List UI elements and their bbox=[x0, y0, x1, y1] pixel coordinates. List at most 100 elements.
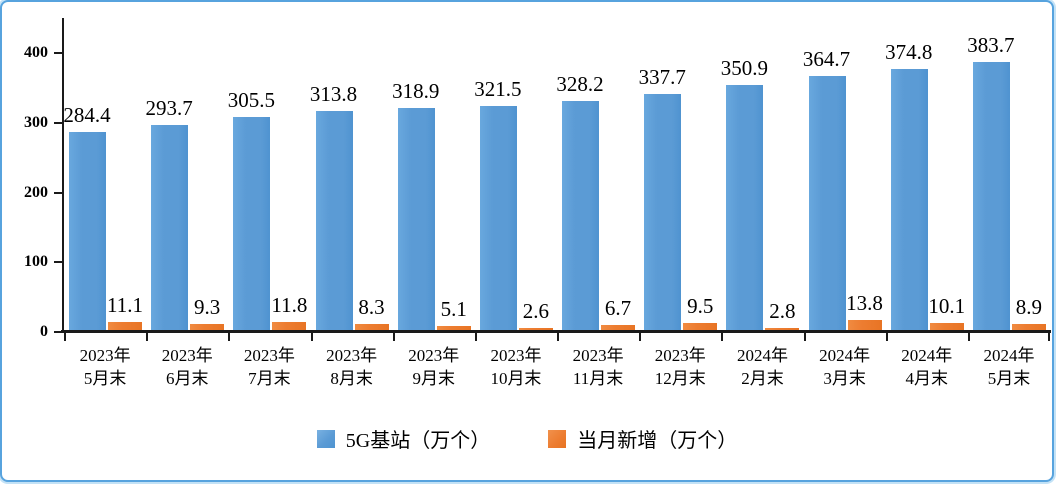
x-tick-mark bbox=[228, 332, 231, 341]
x-axis-label-month: 5月末 bbox=[987, 369, 1031, 388]
bar-5g-stations bbox=[562, 101, 600, 330]
x-axis-label-month: 4月末 bbox=[905, 369, 949, 388]
bar-value-label-5g: 364.7 bbox=[802, 46, 851, 71]
x-tick-mark bbox=[1048, 332, 1050, 341]
bar-group: 313.8 8.3 bbox=[309, 2, 393, 330]
y-tick-mark bbox=[54, 121, 62, 124]
y-tick-label: 400 bbox=[24, 44, 48, 61]
x-axis-label-year: 2023年 bbox=[490, 346, 542, 365]
y-tick-label: 200 bbox=[24, 183, 48, 201]
bar-group: 305.5 11.8 bbox=[228, 2, 310, 330]
y-tick-mark bbox=[54, 261, 62, 264]
bar-5g-stations bbox=[233, 116, 271, 330]
x-tick-mark bbox=[474, 332, 477, 341]
x-tick-mark bbox=[392, 332, 395, 341]
bar-value-label-new: 8.3 bbox=[358, 295, 385, 320]
x-axis-label: 2024年 5月末 bbox=[968, 344, 1050, 390]
bar-group: 321.5 2.6 bbox=[474, 2, 557, 330]
legend-swatch-blue-icon bbox=[316, 429, 335, 448]
bar-monthly-new bbox=[765, 328, 800, 330]
y-tick-mark bbox=[54, 52, 62, 54]
bar-value-label-new: 9.3 bbox=[194, 294, 221, 319]
x-tick-mark bbox=[803, 332, 806, 341]
bar-monthly-new bbox=[108, 322, 142, 330]
bar-5g-stations bbox=[972, 62, 1010, 330]
bar-value-label-new: 13.8 bbox=[846, 291, 883, 316]
legend-swatch-orange-icon bbox=[548, 429, 567, 448]
bar-value-label-5g: 305.5 bbox=[227, 87, 275, 112]
bar-group: 328.2 6.7 bbox=[556, 2, 639, 330]
bar-monthly-new bbox=[601, 325, 636, 330]
bar-value-label-5g: 383.7 bbox=[967, 33, 1015, 58]
bar-monthly-new bbox=[272, 321, 307, 330]
bar-5g-stations bbox=[479, 105, 517, 330]
bar-5g-stations bbox=[808, 75, 846, 330]
x-axis-label: 2023年 7月末 bbox=[228, 344, 310, 390]
x-axis-label: 2023年 12月末 bbox=[639, 344, 721, 390]
bar-value-label-5g: 374.8 bbox=[885, 39, 933, 64]
x-axis-label-year: 2023年 bbox=[326, 346, 378, 365]
x-axis-label: 2023年 9月末 bbox=[393, 344, 475, 390]
x-axis-label-year: 2024年 bbox=[901, 346, 953, 365]
x-axis-label-month: 6月末 bbox=[166, 369, 209, 388]
x-tick-mark bbox=[146, 332, 149, 341]
bar-value-label-5g: 313.8 bbox=[309, 82, 358, 107]
bar-value-label-5g: 321.5 bbox=[474, 76, 522, 101]
x-axis-label-year: 2023年 bbox=[79, 346, 131, 365]
bar-value-label-new: 5.1 bbox=[440, 297, 467, 322]
x-axis-label: 2023年 10月末 bbox=[475, 344, 557, 390]
bar-group: 364.7 13.8 bbox=[802, 2, 886, 330]
x-axis-label-month: 2月末 bbox=[741, 369, 784, 388]
y-tick-label: 100 bbox=[24, 253, 48, 271]
bar-5g-stations bbox=[315, 111, 353, 330]
bar-5g-stations bbox=[69, 131, 106, 330]
legend-label-5g-stations: 5G基站（万个） bbox=[345, 430, 491, 452]
bar-5g-stations bbox=[151, 125, 189, 330]
plot-area: 0 100 200 300 400 284.4 11.1 293.7 9.3 305.5 11.8… bbox=[2, 2, 1052, 480]
bar-value-label-new: 2.8 bbox=[769, 299, 796, 324]
bar-value-label-new: 8.9 bbox=[1015, 294, 1043, 319]
x-axis-label-month: 12月末 bbox=[654, 369, 706, 388]
bar-group: 337.7 9.5 bbox=[639, 2, 721, 330]
x-tick-mark bbox=[639, 332, 642, 341]
x-axis-label-month: 8月末 bbox=[330, 369, 373, 388]
bar-group: 284.4 11.1 bbox=[63, 2, 146, 330]
x-axis-ticks bbox=[64, 332, 1050, 342]
x-axis-label-month: 9月末 bbox=[412, 369, 456, 388]
legend: 5G基站（万个） 当月新增（万个） bbox=[2, 424, 1052, 453]
bar-group: 374.8 10.1 bbox=[885, 2, 968, 330]
bar-5g-stations bbox=[890, 68, 928, 330]
bar-value-label-5g: 350.9 bbox=[720, 56, 768, 81]
bar-monthly-new bbox=[683, 323, 718, 330]
x-axis-label: 2024年 4月末 bbox=[886, 344, 968, 390]
x-tick-mark bbox=[557, 332, 559, 341]
y-tick-label: 300 bbox=[24, 113, 48, 131]
bar-value-label-5g: 318.9 bbox=[392, 78, 440, 103]
x-axis-label-year: 2024年 bbox=[983, 346, 1035, 365]
x-axis-label: 2023年 6月末 bbox=[146, 344, 228, 390]
x-tick-mark bbox=[885, 332, 888, 341]
x-axis-label-month: 7月末 bbox=[248, 369, 291, 388]
x-axis-line bbox=[61, 330, 1051, 333]
legend-label-monthly-new: 当月新增（万个） bbox=[577, 430, 738, 452]
bar-value-label-5g: 284.4 bbox=[63, 102, 111, 127]
x-axis-label-month: 3月末 bbox=[823, 369, 866, 388]
y-tick-mark bbox=[54, 191, 62, 194]
bar-value-label-5g: 328.2 bbox=[556, 72, 604, 97]
bar-group: 350.9 2.8 bbox=[721, 2, 803, 330]
legend-item-5g-stations: 5G基站（万个） bbox=[316, 424, 491, 453]
x-axis-label: 2024年 3月末 bbox=[804, 344, 886, 390]
x-axis-label-year: 2023年 bbox=[161, 346, 213, 365]
x-tick-mark bbox=[64, 332, 66, 341]
bar-monthly-new bbox=[1011, 323, 1046, 330]
bar-5g-stations bbox=[397, 107, 435, 330]
bar-monthly-new bbox=[929, 322, 964, 330]
bar-monthly-new bbox=[190, 323, 225, 330]
x-axis-labels: 2023年 5月末 2023年 6月末 2023年 7月末 2023年 8月末 2023年 9月末… bbox=[64, 344, 1050, 390]
bar-value-label-new: 11.1 bbox=[107, 293, 143, 318]
x-tick-mark bbox=[721, 332, 724, 341]
bar-value-label-5g: 337.7 bbox=[638, 65, 686, 90]
x-axis-label-year: 2024年 bbox=[736, 346, 788, 365]
bar-value-label-5g: 293.7 bbox=[145, 96, 193, 121]
bar-value-label-new: 9.5 bbox=[687, 294, 714, 319]
